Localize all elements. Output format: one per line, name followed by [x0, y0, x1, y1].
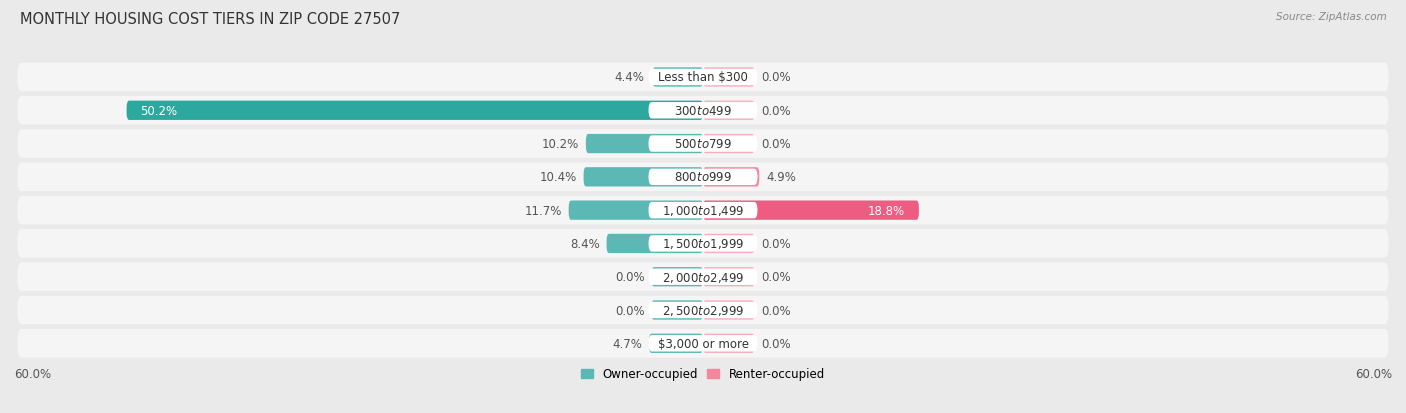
FancyBboxPatch shape: [648, 302, 758, 318]
Text: 4.7%: 4.7%: [612, 337, 643, 350]
FancyBboxPatch shape: [586, 135, 703, 154]
Text: $500 to $799: $500 to $799: [673, 138, 733, 151]
FancyBboxPatch shape: [703, 135, 755, 154]
Text: 10.4%: 10.4%: [540, 171, 576, 184]
FancyBboxPatch shape: [648, 335, 758, 351]
Text: 50.2%: 50.2%: [141, 104, 177, 117]
Text: 60.0%: 60.0%: [14, 368, 51, 380]
Text: 0.0%: 0.0%: [762, 337, 792, 350]
FancyBboxPatch shape: [606, 234, 703, 254]
FancyBboxPatch shape: [127, 101, 703, 121]
FancyBboxPatch shape: [648, 103, 758, 119]
FancyBboxPatch shape: [648, 70, 758, 86]
FancyBboxPatch shape: [648, 202, 758, 219]
FancyBboxPatch shape: [648, 136, 758, 152]
Text: 10.2%: 10.2%: [541, 138, 579, 151]
FancyBboxPatch shape: [648, 236, 758, 252]
Text: 0.0%: 0.0%: [762, 138, 792, 151]
Text: 4.9%: 4.9%: [766, 171, 796, 184]
FancyBboxPatch shape: [703, 234, 755, 254]
FancyBboxPatch shape: [650, 334, 703, 353]
FancyBboxPatch shape: [651, 268, 703, 287]
Text: 18.8%: 18.8%: [868, 204, 905, 217]
Text: Source: ZipAtlas.com: Source: ZipAtlas.com: [1275, 12, 1386, 22]
FancyBboxPatch shape: [703, 68, 755, 88]
FancyBboxPatch shape: [17, 230, 1389, 258]
FancyBboxPatch shape: [17, 64, 1389, 92]
Text: 4.4%: 4.4%: [614, 71, 644, 84]
FancyBboxPatch shape: [17, 196, 1389, 225]
Text: 0.0%: 0.0%: [762, 104, 792, 117]
Text: $2,000 to $2,499: $2,000 to $2,499: [662, 270, 744, 284]
Text: 0.0%: 0.0%: [762, 237, 792, 250]
FancyBboxPatch shape: [17, 163, 1389, 192]
FancyBboxPatch shape: [703, 168, 759, 187]
Text: 60.0%: 60.0%: [1355, 368, 1392, 380]
FancyBboxPatch shape: [651, 301, 703, 320]
Text: $1,000 to $1,499: $1,000 to $1,499: [662, 204, 744, 218]
Text: $1,500 to $1,999: $1,500 to $1,999: [662, 237, 744, 251]
Text: 11.7%: 11.7%: [524, 204, 562, 217]
FancyBboxPatch shape: [703, 301, 755, 320]
FancyBboxPatch shape: [703, 201, 920, 220]
FancyBboxPatch shape: [652, 68, 703, 88]
FancyBboxPatch shape: [17, 97, 1389, 125]
FancyBboxPatch shape: [703, 268, 755, 287]
FancyBboxPatch shape: [17, 296, 1389, 325]
Text: $2,500 to $2,999: $2,500 to $2,999: [662, 303, 744, 317]
FancyBboxPatch shape: [568, 201, 703, 220]
Text: 0.0%: 0.0%: [762, 71, 792, 84]
Text: 0.0%: 0.0%: [762, 304, 792, 317]
FancyBboxPatch shape: [17, 263, 1389, 291]
FancyBboxPatch shape: [17, 329, 1389, 358]
Text: 8.4%: 8.4%: [569, 237, 599, 250]
Text: Less than $300: Less than $300: [658, 71, 748, 84]
FancyBboxPatch shape: [648, 169, 758, 185]
Legend: Owner-occupied, Renter-occupied: Owner-occupied, Renter-occupied: [576, 363, 830, 385]
FancyBboxPatch shape: [17, 130, 1389, 159]
FancyBboxPatch shape: [703, 334, 755, 353]
Text: $800 to $999: $800 to $999: [673, 171, 733, 184]
Text: $3,000 or more: $3,000 or more: [658, 337, 748, 350]
Text: $300 to $499: $300 to $499: [673, 104, 733, 117]
Text: 0.0%: 0.0%: [614, 271, 644, 284]
FancyBboxPatch shape: [583, 168, 703, 187]
Text: 0.0%: 0.0%: [614, 304, 644, 317]
FancyBboxPatch shape: [648, 269, 758, 285]
Text: MONTHLY HOUSING COST TIERS IN ZIP CODE 27507: MONTHLY HOUSING COST TIERS IN ZIP CODE 2…: [20, 12, 401, 27]
FancyBboxPatch shape: [703, 101, 755, 121]
Text: 0.0%: 0.0%: [762, 271, 792, 284]
